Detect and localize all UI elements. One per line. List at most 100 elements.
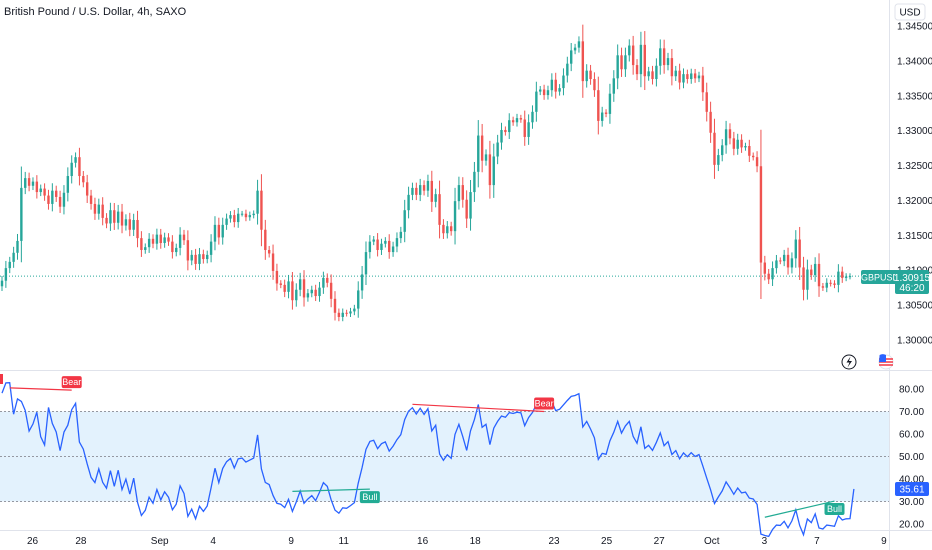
candle-body <box>267 249 271 254</box>
divergence-label: Bull <box>362 492 377 502</box>
candle-body <box>66 176 70 193</box>
candle-body <box>686 74 689 80</box>
candle-body <box>105 217 108 224</box>
divergence-label: Bull <box>827 504 842 514</box>
candle-body <box>345 312 348 314</box>
candle-body <box>364 252 368 275</box>
candle-body <box>206 254 209 260</box>
candle-body <box>248 215 252 218</box>
candle-body <box>690 73 693 80</box>
candle-body <box>806 269 809 290</box>
candle-body <box>403 210 406 232</box>
candle-body <box>453 201 457 232</box>
time-tick-label: Oct <box>704 536 720 547</box>
candle-body <box>415 187 418 195</box>
price-tag: GBPUSD 1.30915 46:20 <box>861 270 931 294</box>
candle-body <box>817 263 821 287</box>
time-tick-label: 9 <box>881 536 887 547</box>
candle-body <box>508 120 511 133</box>
candle-body <box>666 58 670 66</box>
candle-body <box>256 190 259 214</box>
candle-body <box>101 204 104 218</box>
candle-body <box>771 268 774 280</box>
rsi-tick-label: 50.00 <box>899 452 924 463</box>
candle-body <box>449 226 453 232</box>
candle-body <box>171 241 174 253</box>
candle-body <box>662 48 666 66</box>
candle-body <box>395 238 399 247</box>
candle-body <box>85 182 89 196</box>
candle-body <box>775 260 778 269</box>
candle-body <box>155 234 159 244</box>
candle-body <box>624 55 627 70</box>
candle-body <box>113 210 116 223</box>
candle-body <box>554 79 557 92</box>
candle-body <box>82 176 85 183</box>
rsi-line <box>1 382 855 538</box>
candle-body <box>357 290 360 309</box>
candle-body <box>132 219 135 230</box>
price-tick-label: 1.31500 <box>897 231 932 242</box>
candle-body <box>182 234 186 241</box>
candle-body <box>837 271 840 285</box>
candle-body <box>833 283 836 285</box>
candle-body <box>322 277 325 288</box>
candle-body <box>740 139 743 148</box>
candle-body <box>287 281 290 292</box>
candle-body <box>542 89 546 96</box>
candle-body <box>484 154 488 161</box>
candle-body <box>511 120 515 123</box>
time-tick-label: 25 <box>601 536 613 547</box>
last-price-bg <box>895 270 929 294</box>
candle-body <box>678 70 681 83</box>
candle-body <box>147 238 151 248</box>
candle-body <box>20 187 23 241</box>
candle-body <box>848 276 852 278</box>
candle-body <box>779 260 782 262</box>
candle-body <box>721 145 724 156</box>
candle-body <box>515 118 519 123</box>
candle-body <box>504 129 507 133</box>
candle-body <box>810 269 813 276</box>
candle-body <box>264 229 267 250</box>
candle-body <box>124 219 128 226</box>
candle-body <box>546 90 550 96</box>
candle-body <box>438 194 441 225</box>
time-axis[interactable]: 26 28 Sep 4 9 11 16 18 23 25 27 Oct 3 7 9 <box>27 536 887 547</box>
candle-body <box>550 79 554 91</box>
candle-body <box>380 243 383 250</box>
candle-body <box>202 254 205 260</box>
rsi-value: 35.61 <box>899 485 924 496</box>
us-flag-icon[interactable] <box>878 354 894 370</box>
candle-body <box>78 157 81 177</box>
candle-body <box>713 132 716 165</box>
candle-body <box>4 268 8 281</box>
candle-body <box>844 276 848 278</box>
price-pane[interactable] <box>0 0 889 370</box>
candle-body <box>480 135 484 161</box>
candle-body <box>8 261 11 269</box>
candle-body <box>291 281 294 301</box>
candle-body <box>58 196 62 207</box>
symbol-tag: GBPUSD <box>861 273 900 283</box>
candle-body <box>24 178 27 188</box>
candle-body <box>27 178 31 186</box>
candle-body <box>368 241 372 253</box>
candle-body <box>407 194 410 211</box>
rsi-axis[interactable]: 80.00 70.00 60.00 50.00 40.00 30.00 20.00 <box>899 385 924 531</box>
candle-body <box>786 254 790 268</box>
divergence-group: Bear Bull Bear Bull <box>9 376 845 518</box>
candle-body <box>577 41 581 48</box>
candle-body <box>237 213 240 223</box>
candle-body <box>426 180 430 191</box>
candle-body <box>709 111 712 133</box>
candle-body <box>500 129 503 143</box>
candle-body <box>802 267 805 290</box>
rsi-group <box>1 382 855 538</box>
price-axis[interactable]: 1.34500 1.34000 1.33500 1.33000 1.32500 1.320… <box>897 22 932 347</box>
candle-body <box>519 118 523 120</box>
candle-body <box>748 146 751 156</box>
lightning-icon[interactable] <box>841 354 857 370</box>
currency-button[interactable] <box>894 3 926 21</box>
